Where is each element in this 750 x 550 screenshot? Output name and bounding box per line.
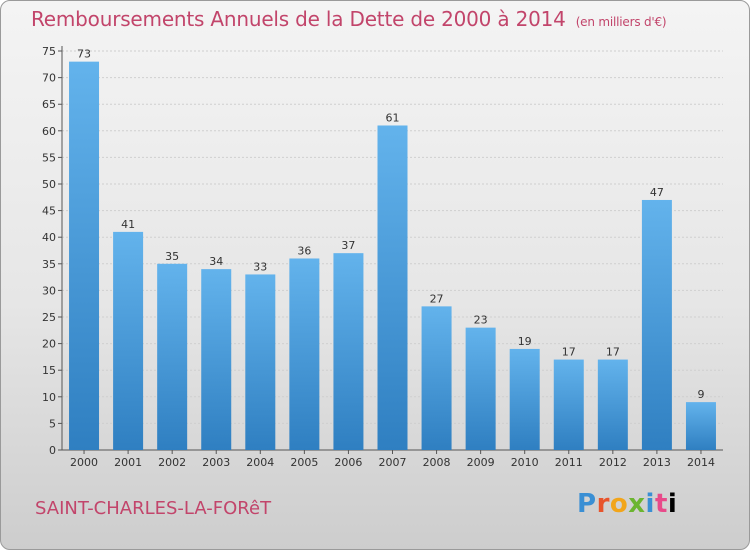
chart-title: Remboursements Annuels de la Dette de 20… [31, 7, 667, 31]
logo-letter: t [654, 489, 668, 519]
x-tick-label: 2004 [246, 456, 274, 469]
chart-title-text: Remboursements Annuels de la Dette de 20… [31, 7, 566, 31]
x-tick-label: 2014 [687, 456, 715, 469]
bar [157, 263, 188, 450]
y-tick-label: 70 [42, 72, 56, 85]
data-label: 73 [77, 48, 91, 61]
labels: 73 2000 41 2001 35 2002 34 2003 33 2004 36 2005 37 20… [70, 48, 715, 469]
x-tick-label: 2002 [158, 456, 186, 469]
x-tick-label: 2008 [423, 456, 451, 469]
data-label: 9 [697, 388, 704, 401]
bar [377, 125, 408, 450]
y-tick-label: 5 [49, 417, 56, 430]
y-tick-label: 20 [42, 338, 56, 351]
logo-letter: i [667, 489, 678, 519]
y-tick-label: 40 [42, 231, 56, 244]
data-label: 41 [121, 218, 135, 231]
data-label: 27 [430, 292, 444, 305]
data-label: 33 [253, 260, 267, 273]
chart-unit: (en milliers d'€) [575, 15, 667, 29]
y-tick-label: 15 [42, 364, 56, 377]
data-label: 19 [518, 335, 532, 348]
data-label: 37 [341, 239, 355, 252]
data-label: 23 [474, 314, 488, 327]
x-tick-label: 2000 [70, 456, 98, 469]
bar [113, 231, 144, 450]
x-tick-label: 2005 [290, 456, 318, 469]
data-label: 35 [165, 250, 179, 263]
bar [289, 258, 320, 450]
y-tick-label: 35 [42, 258, 56, 271]
y-tick-label: 25 [42, 311, 56, 324]
x-tick-label: 2006 [334, 456, 362, 469]
y-tick-label: 65 [42, 98, 56, 111]
x-tick-label: 2001 [114, 456, 142, 469]
logo-letter: P [577, 489, 597, 519]
bar [421, 306, 452, 450]
y-tick-label: 30 [42, 284, 56, 297]
city-name: SAINT-CHARLES-LA-FORêT [35, 498, 272, 519]
x-tick-label: 2011 [555, 456, 583, 469]
x-tick-label: 2012 [599, 456, 627, 469]
y-tick-label: 0 [49, 444, 56, 457]
y-tick-label: 50 [42, 178, 56, 191]
bar [465, 327, 496, 450]
proxiti-logo: Proxiti [577, 489, 677, 519]
logo-letter: x [628, 489, 646, 519]
y-tick-label: 75 [42, 45, 56, 58]
x-tick-label: 2013 [643, 456, 671, 469]
bar [69, 61, 100, 450]
x-tick-label: 2007 [379, 456, 407, 469]
data-label: 17 [606, 346, 620, 359]
bar [685, 402, 716, 450]
x-tick-label: 2003 [202, 456, 230, 469]
bars [69, 61, 716, 450]
bar [509, 348, 540, 450]
bar [641, 199, 672, 450]
logo-letter: i [645, 489, 655, 519]
data-label: 34 [209, 255, 223, 268]
data-label: 47 [650, 186, 664, 199]
y-tick-label: 60 [42, 125, 56, 138]
data-label: 17 [562, 346, 576, 359]
bar [553, 359, 584, 450]
bar [201, 269, 232, 450]
bar [333, 253, 364, 450]
bar [597, 359, 628, 450]
data-label: 36 [297, 244, 311, 257]
y-tick-label: 10 [42, 391, 56, 404]
logo-letter: r [596, 489, 610, 519]
x-tick-label: 2009 [467, 456, 495, 469]
logo-letter: o [609, 489, 629, 519]
y-tick-label: 45 [42, 205, 56, 218]
x-tick-label: 2010 [511, 456, 539, 469]
y-tick-label: 55 [42, 151, 56, 164]
data-label: 61 [386, 111, 400, 124]
bar [245, 274, 276, 450]
